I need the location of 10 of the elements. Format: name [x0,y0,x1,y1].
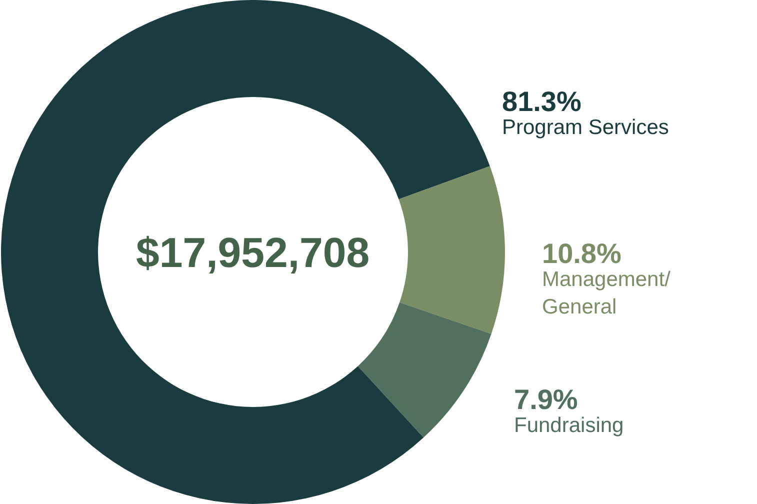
slice-label: Program Services [502,116,669,139]
slice-label: Fundraising [514,414,624,437]
data-label: 81.3% [502,86,582,117]
donut-slice [358,302,492,438]
donut-slice [1,0,490,504]
data-label: 10.8% [542,238,622,269]
text: $17,952,708 [136,229,370,276]
donut-slice [398,166,505,334]
slice-label: Management/General [542,268,671,318]
data-label: 7.9% [514,384,578,415]
